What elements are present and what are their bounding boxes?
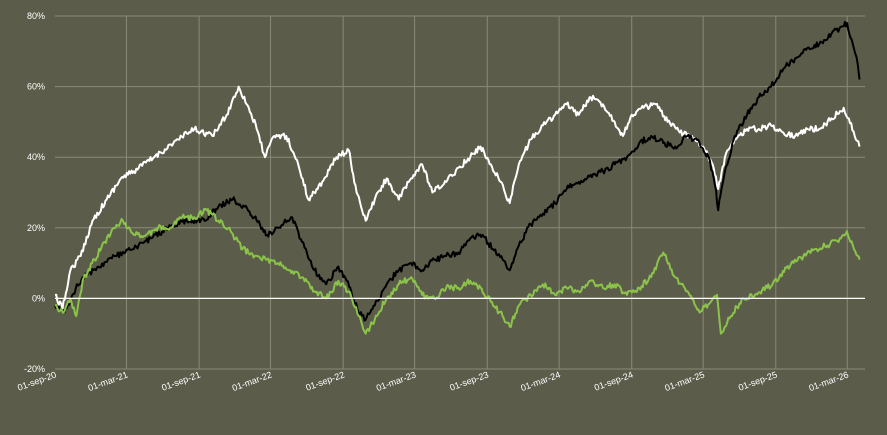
x-tick-label: 01-mar-26 [807,369,849,393]
y-tick-label: 80% [27,11,45,21]
x-tick-label: 01-mar-21 [87,369,129,393]
x-tick-label: 01-sep-21 [160,369,202,392]
x-tick-label: 01-mar-24 [519,369,561,393]
gridlines [55,15,865,370]
x-tick-label: 01-mar-22 [231,369,273,393]
x-tick-label: 01-sep-23 [448,369,490,392]
y-tick-label: 20% [27,223,45,233]
series-line-1 [54,20,861,322]
x-tick-label: 01-mar-23 [375,369,417,393]
y-tick-label: 60% [27,82,45,92]
series-layer [54,20,861,335]
y-tick-label: 0% [32,293,45,303]
x-tick-label: 01-mar-25 [663,369,705,393]
x-tick-label: 01-sep-25 [737,369,779,392]
y-axis-tick-labels: -20% 0% 20% 40% 60% 80% [24,11,45,374]
series-line-0 [54,85,861,310]
y-tick-label: 40% [27,152,45,162]
x-tick-label: 01-sep-22 [304,369,346,392]
series-line-2 [54,207,861,335]
x-tick-label: 01-sep-24 [593,369,635,392]
y-tick-label: -20% [24,364,45,374]
x-axis-tick-labels: 01-sep-20 01-mar-21 01-sep-21 01-mar-22 01-s… [16,369,850,393]
